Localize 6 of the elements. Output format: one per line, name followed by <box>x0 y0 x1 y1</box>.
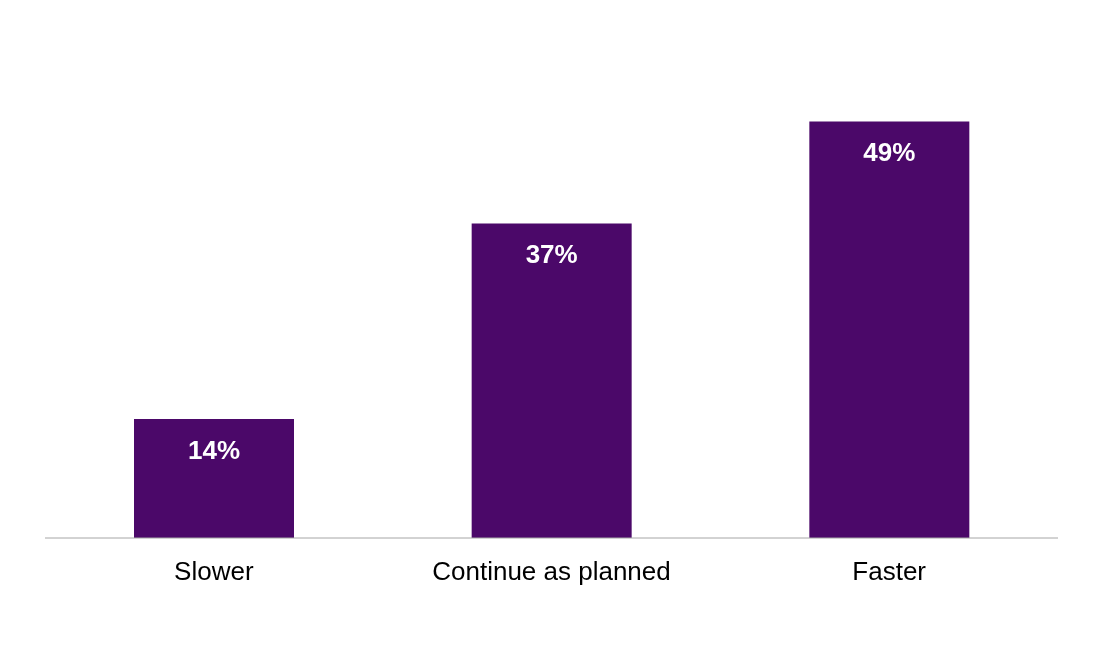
data-label: 49% <box>863 137 916 168</box>
data-label: 37% <box>525 239 578 270</box>
x-tick-label: Slower <box>174 556 254 587</box>
x-tick-label: Faster <box>852 556 927 587</box>
x-tick-label: Continue as planned <box>432 556 671 587</box>
data-label: 14% <box>187 434 241 465</box>
